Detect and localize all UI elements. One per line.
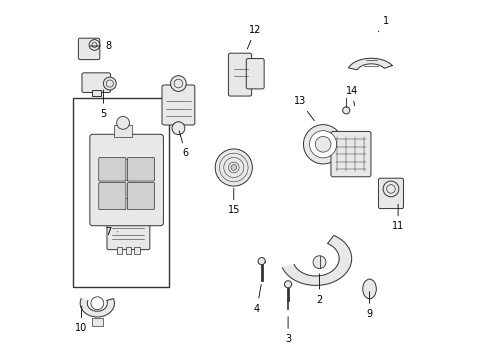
Text: 2: 2 — [316, 274, 322, 305]
Text: 10: 10 — [75, 306, 87, 333]
Text: 15: 15 — [227, 188, 240, 215]
Circle shape — [315, 136, 330, 152]
FancyBboxPatch shape — [162, 85, 194, 125]
Circle shape — [230, 165, 236, 170]
FancyBboxPatch shape — [99, 183, 125, 210]
Text: 9: 9 — [366, 292, 372, 319]
Text: 12: 12 — [247, 25, 261, 49]
Polygon shape — [348, 58, 391, 70]
Ellipse shape — [362, 279, 376, 299]
Text: 11: 11 — [391, 204, 404, 231]
FancyBboxPatch shape — [378, 178, 403, 208]
Circle shape — [284, 281, 291, 288]
FancyBboxPatch shape — [127, 183, 154, 210]
Text: 7: 7 — [105, 227, 118, 237]
Circle shape — [215, 149, 252, 186]
Text: 5: 5 — [100, 90, 106, 119]
FancyBboxPatch shape — [78, 38, 100, 60]
Polygon shape — [80, 298, 114, 317]
Circle shape — [170, 76, 186, 91]
Bar — [73, 98, 169, 287]
Text: 14: 14 — [345, 86, 357, 106]
Circle shape — [342, 107, 349, 114]
FancyBboxPatch shape — [127, 157, 154, 181]
Bar — [116, 247, 122, 254]
FancyBboxPatch shape — [99, 157, 125, 181]
Circle shape — [103, 77, 116, 90]
Bar — [92, 318, 102, 327]
Circle shape — [91, 297, 103, 310]
Text: 6: 6 — [179, 131, 188, 158]
Circle shape — [312, 256, 325, 269]
Circle shape — [172, 122, 184, 135]
Bar — [134, 247, 140, 254]
Polygon shape — [282, 235, 351, 285]
Text: 8: 8 — [90, 41, 112, 51]
Text: 4: 4 — [253, 284, 261, 314]
Circle shape — [303, 125, 342, 164]
Circle shape — [258, 257, 264, 265]
Bar — [114, 125, 132, 137]
Bar — [92, 90, 101, 96]
Circle shape — [309, 131, 336, 158]
FancyBboxPatch shape — [82, 73, 110, 93]
FancyBboxPatch shape — [246, 59, 264, 89]
FancyBboxPatch shape — [330, 131, 370, 177]
Circle shape — [89, 40, 100, 50]
FancyBboxPatch shape — [107, 214, 149, 249]
FancyBboxPatch shape — [90, 134, 163, 226]
Circle shape — [116, 116, 129, 129]
FancyBboxPatch shape — [228, 53, 251, 96]
Circle shape — [382, 181, 398, 197]
Text: 1: 1 — [378, 16, 388, 32]
Bar — [125, 247, 131, 254]
Text: 3: 3 — [285, 317, 290, 344]
Text: 13: 13 — [293, 96, 314, 121]
